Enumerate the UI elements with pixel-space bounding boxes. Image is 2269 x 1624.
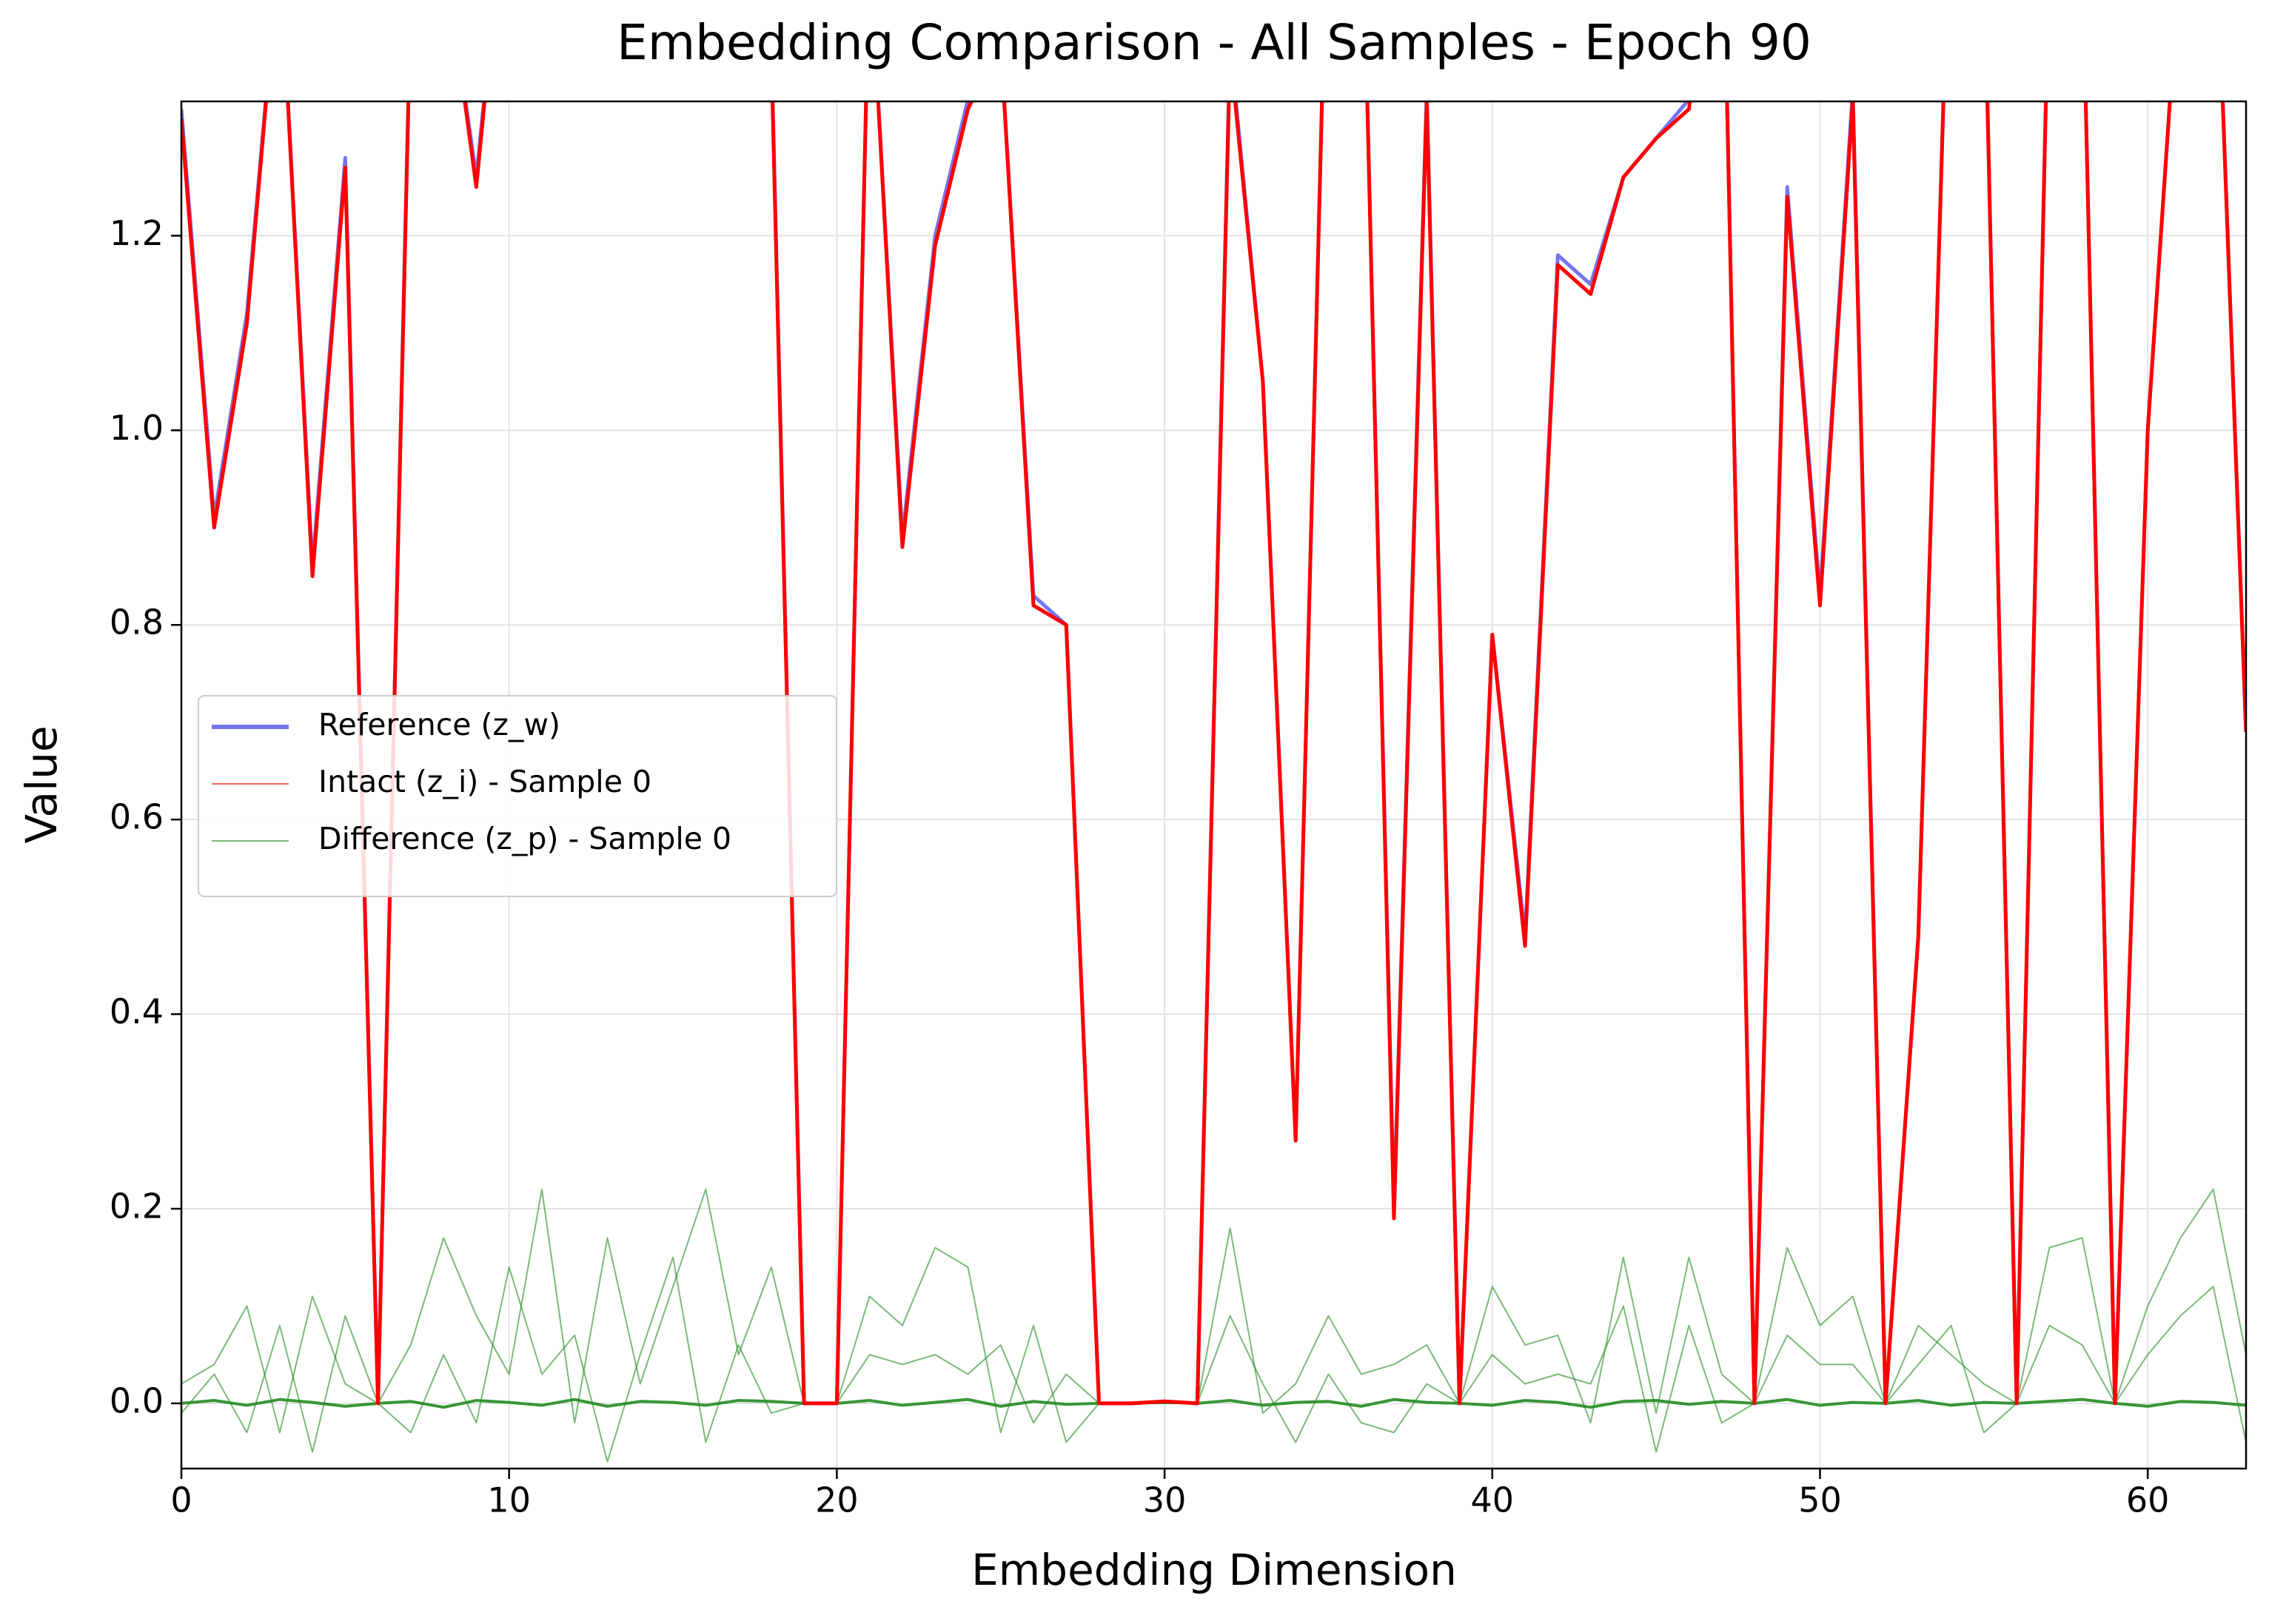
legend-box: [198, 695, 837, 897]
plot-frame: [180, 100, 2248, 1470]
plot-area: [181, 101, 2246, 1463]
x-tick-label: 20: [815, 1480, 859, 1520]
y-tick-label: 1.0: [110, 408, 164, 448]
chart-title: Embedding Comparison - All Samples - Epo…: [617, 14, 1811, 71]
y-axis-label: Value: [16, 725, 67, 843]
x-tick-label: 30: [1143, 1480, 1187, 1520]
series-line: [181, 1188, 2246, 1443]
series-line: [181, 1256, 2246, 1463]
y-tick-label: 0.4: [110, 992, 164, 1032]
y-tick-label: 0.6: [110, 797, 164, 837]
x-tick-label: 40: [1471, 1480, 1515, 1520]
series-line: [181, 1397, 2246, 1409]
legend-label: Intact (z_i) - Sample 0: [318, 764, 651, 799]
series-line: [181, 101, 2246, 1406]
y-tick-label: 1.2: [110, 213, 164, 253]
y-tick-label: 0.8: [110, 603, 164, 642]
legend-label: Difference (z_p) - Sample 0: [318, 821, 731, 856]
x-axis-label: Embedding Dimension: [971, 1545, 1457, 1595]
y-tick-label: 0.0: [110, 1380, 164, 1420]
legend-label: Reference (z_w): [318, 707, 560, 742]
x-tick-label: 60: [2126, 1480, 2170, 1520]
x-tick-label: 50: [1798, 1480, 1842, 1520]
y-tick-label: 0.2: [110, 1187, 164, 1227]
x-tick-label: 10: [487, 1480, 531, 1520]
x-tick-label: 0: [170, 1480, 192, 1520]
